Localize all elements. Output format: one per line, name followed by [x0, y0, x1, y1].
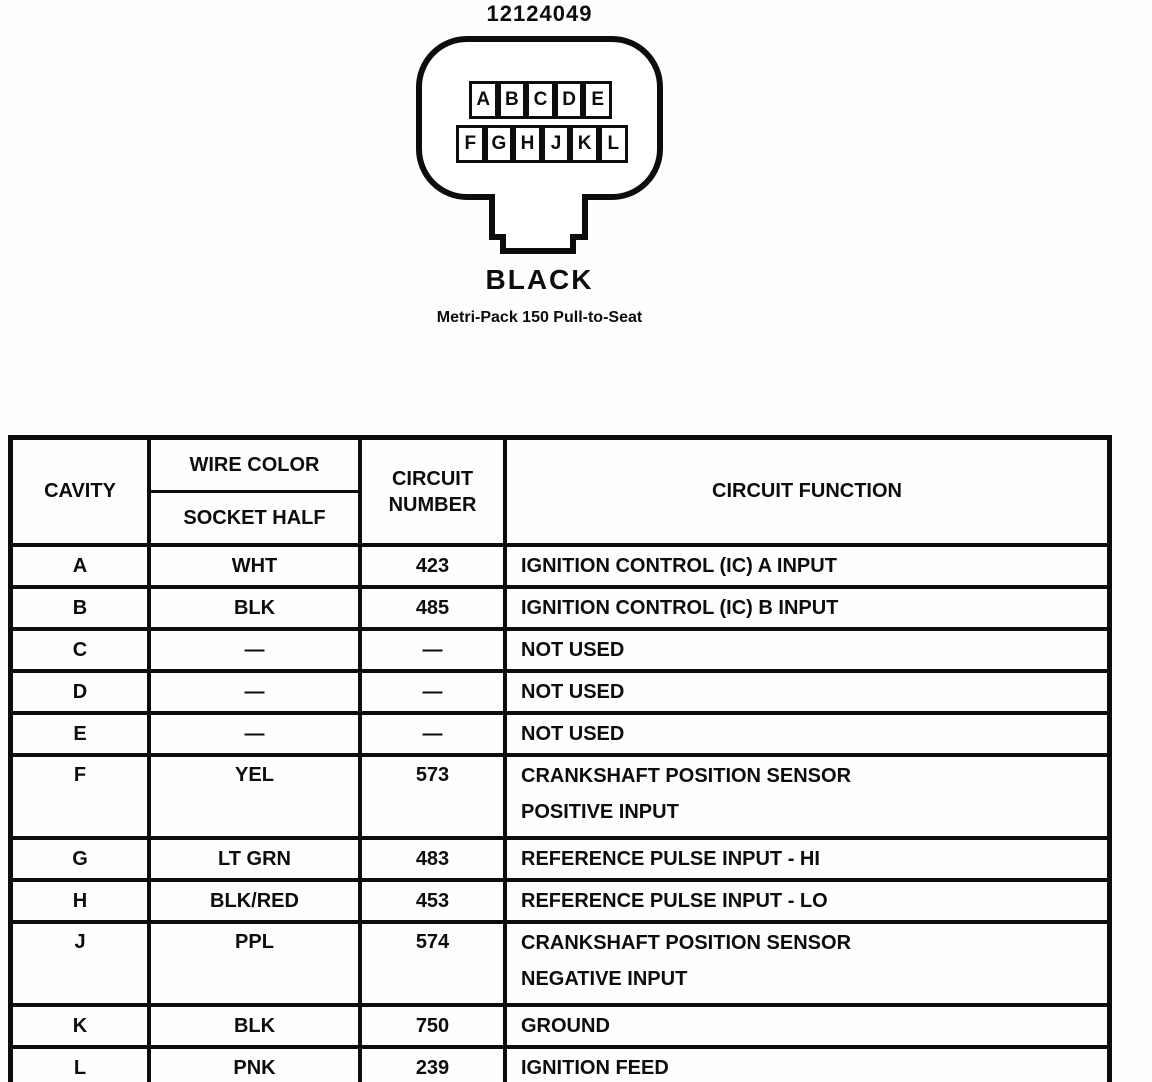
wire-color-cell: —: [147, 627, 362, 673]
connector-part-number: 12124049: [486, 1, 593, 26]
circuit-function-cell: CRANKSHAFT POSITION SENSOR POSITIVE INPUT: [503, 753, 1112, 840]
circuit-function-cell: IGNITION CONTROL (IC) A INPUT: [503, 543, 1112, 589]
pin-cell-h: H: [513, 125, 542, 163]
header-cavity: CAVITY: [8, 435, 151, 547]
circuit-function-line: GROUND: [521, 1015, 610, 1037]
table-row: J PPL 574 CRANKSHAFT POSITION SENSOR NEGA…: [8, 920, 1112, 1007]
circuit-number-cell: 453: [358, 878, 507, 924]
wire-color-cell: PNK: [147, 1045, 362, 1082]
wire-color-cell: LT GRN: [147, 836, 362, 882]
circuit-function-line: IGNITION CONTROL (IC) A INPUT: [521, 555, 837, 577]
header-circuit-function: CIRCUIT FUNCTION: [503, 435, 1112, 547]
circuit-number-cell: 483: [358, 836, 507, 882]
circuit-number-cell: 750: [358, 1003, 507, 1049]
pinout-table-body: A WHT 423 IGNITION CONTROL (IC) A INPUT …: [8, 543, 1112, 1082]
pin-cell-f: F: [456, 125, 485, 163]
circuit-function-cell: IGNITION FEED: [503, 1045, 1112, 1082]
circuit-number-cell: 485: [358, 585, 507, 631]
wire-color-cell: —: [147, 711, 362, 757]
circuit-function-line: NOT USED: [521, 723, 625, 745]
pin-cell-a: A: [469, 81, 498, 119]
cavity-cell: A: [8, 543, 151, 589]
cavity-cell: C: [8, 627, 151, 673]
circuit-function-line: REFERENCE PULSE INPUT - LO: [521, 890, 828, 912]
circuit-function-cell: REFERENCE PULSE INPUT - HI: [503, 836, 1112, 882]
pin-cell-g: G: [484, 125, 514, 163]
pin-cell-d: D: [554, 81, 584, 119]
circuit-function-cell: IGNITION CONTROL (IC) B INPUT: [503, 585, 1112, 631]
pin-cell-l: L: [598, 125, 628, 163]
cavity-cell: H: [8, 878, 151, 924]
header-wire-color: WIRE COLOR: [147, 435, 362, 493]
wire-color-cell: YEL: [147, 753, 362, 840]
circuit-function-line: NOT USED: [521, 681, 625, 703]
connector-color-label: BLACK: [485, 264, 594, 295]
table-row: F YEL 573 CRANKSHAFT POSITION SENSOR POSI…: [8, 753, 1112, 840]
table-row: L PNK 239 IGNITION FEED: [8, 1045, 1112, 1082]
wire-color-cell: —: [147, 669, 362, 715]
circuit-number-cell: 239: [358, 1045, 507, 1082]
table-row: C — — NOT USED: [8, 627, 1112, 673]
table-row: E — — NOT USED: [8, 711, 1112, 757]
cavity-cell: K: [8, 1003, 151, 1049]
circuit-function-line: CRANKSHAFT POSITION SENSOR: [521, 765, 852, 787]
header-circuit-number: CIRCUIT NUMBER: [358, 435, 507, 547]
circuit-number-cell: —: [358, 711, 507, 757]
table-row: D — — NOT USED: [8, 669, 1112, 715]
pin-cell-b: B: [497, 81, 527, 119]
circuit-function-cell: CRANKSHAFT POSITION SENSOR NEGATIVE INPUT: [503, 920, 1112, 1007]
pin-cell-c: C: [526, 81, 555, 119]
circuit-function-line: IGNITION CONTROL (IC) B INPUT: [521, 597, 839, 619]
circuit-function-cell: NOT USED: [503, 669, 1112, 715]
cavity-cell: F: [8, 753, 151, 840]
circuit-number-cell: 574: [358, 920, 507, 1007]
circuit-function-line: POSITIVE INPUT: [521, 801, 679, 823]
circuit-function-line: NEGATIVE INPUT: [521, 968, 688, 990]
circuit-function-cell: REFERENCE PULSE INPUT - LO: [503, 878, 1112, 924]
wire-color-cell: BLK: [147, 585, 362, 631]
wire-color-cell: BLK/RED: [147, 878, 362, 924]
table-row: A WHT 423 IGNITION CONTROL (IC) A INPUT: [8, 543, 1112, 589]
table-row: K BLK 750 GROUND: [8, 1003, 1112, 1049]
cavity-cell: D: [8, 669, 151, 715]
pin-cell-e: E: [583, 81, 612, 119]
table-row: B BLK 485 IGNITION CONTROL (IC) B INPUT: [8, 585, 1112, 631]
cavity-cell: E: [8, 711, 151, 757]
circuit-function-cell: GROUND: [503, 1003, 1112, 1049]
cavity-cell: L: [8, 1045, 151, 1082]
pinout-table: CAVITY WIRE COLOR CIRCUIT NUMBER CIRCUIT…: [8, 435, 1112, 1082]
circuit-function-line: NOT USED: [521, 639, 625, 661]
connector-caption: Metri-Pack 150 Pull-to-Seat: [436, 309, 643, 326]
pin-cell-k: K: [570, 125, 599, 163]
circuit-function-line: IGNITION FEED: [521, 1057, 669, 1079]
circuit-number-cell: 573: [358, 753, 507, 840]
header-socket-half: SOCKET HALF: [147, 490, 362, 547]
circuit-number-cell: —: [358, 627, 507, 673]
cavity-cell: G: [8, 836, 151, 882]
cavity-cell: B: [8, 585, 151, 631]
circuit-function-cell: NOT USED: [503, 627, 1112, 673]
table-row: G LT GRN 483 REFERENCE PULSE INPUT - HI: [8, 836, 1112, 882]
circuit-function-cell: NOT USED: [503, 711, 1112, 757]
wire-color-cell: WHT: [147, 543, 362, 589]
circuit-number-cell: —: [358, 669, 507, 715]
pin-cell-j: J: [541, 125, 571, 163]
table-row: H BLK/RED 453 REFERENCE PULSE INPUT - LO: [8, 878, 1112, 924]
circuit-function-line: REFERENCE PULSE INPUT - HI: [521, 848, 820, 870]
circuit-function-line: CRANKSHAFT POSITION SENSOR: [521, 932, 852, 954]
circuit-number-cell: 423: [358, 543, 507, 589]
pinout-table-header: CAVITY WIRE COLOR CIRCUIT NUMBER CIRCUIT…: [8, 435, 1112, 547]
wire-color-cell: PPL: [147, 920, 362, 1007]
cavity-cell: J: [8, 920, 151, 1007]
wire-color-cell: BLK: [147, 1003, 362, 1049]
